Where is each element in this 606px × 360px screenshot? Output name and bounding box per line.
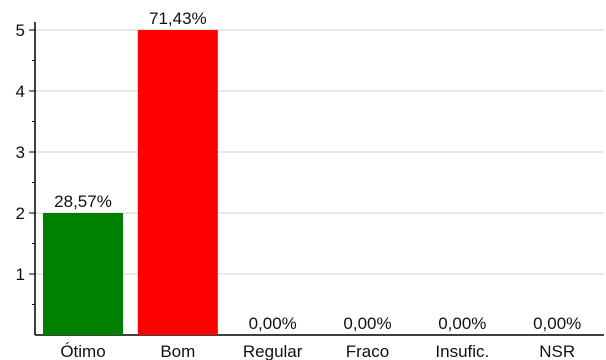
gridlines [35,29,604,275]
data-labels: 28,57% 71,43% 0,00% 0,00% 0,00% 0,00% [54,9,581,333]
axes [29,22,604,336]
y-tick-label: 3 [16,143,25,162]
x-category-label: Fraco [346,342,389,360]
bars [43,30,218,335]
data-label: 0,00% [533,314,581,333]
bar-1 [137,30,218,335]
tick-labels: 1 2 3 4 5 Ótimo Bom Regular Fraco Insufic. NSR [16,21,576,360]
data-label: 71,43% [149,9,207,28]
x-category-label: NSR [539,342,575,360]
y-tick-label: 4 [16,82,25,101]
data-label: 28,57% [54,192,112,211]
x-category-label: Bom [160,342,195,360]
y-tick-label: 5 [16,21,25,40]
y-tick-label: 2 [16,204,25,223]
bar-0 [43,213,123,335]
data-label: 0,00% [438,314,486,333]
data-label: 0,00% [343,314,391,333]
y-tick-label: 1 [16,265,25,284]
x-category-label: Insufic. [435,342,489,360]
data-label: 0,00% [249,314,297,333]
x-category-label: Ótimo [60,342,105,360]
x-category-label: Regular [243,342,303,360]
